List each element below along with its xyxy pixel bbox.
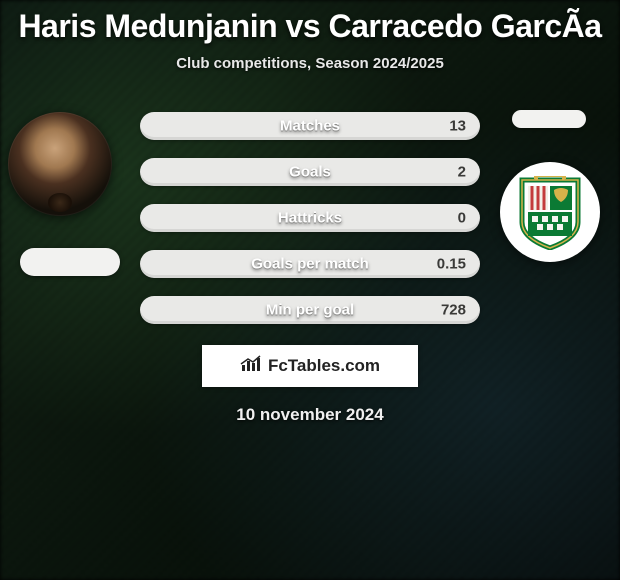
stat-label: Matches: [280, 118, 340, 135]
stat-label: Hattricks: [278, 210, 342, 227]
player-right-crest: [500, 162, 600, 262]
team-pill-left: [20, 248, 120, 276]
page-subtitle: Club competitions, Season 2024/2025: [0, 55, 620, 72]
team-pill-right: [512, 110, 586, 128]
stat-label: Goals: [289, 164, 331, 181]
branding-link[interactable]: FcTables.com: [202, 345, 418, 387]
stat-value-right: 728: [441, 302, 466, 319]
branding-text: FcTables.com: [268, 356, 380, 376]
stat-label: Min per goal: [266, 302, 354, 319]
player-left-avatar: [8, 112, 112, 216]
stat-value-right: 0.15: [437, 256, 466, 273]
stat-bar-min-per-goal: Min per goal 728: [140, 296, 480, 324]
chart-icon: [240, 355, 262, 378]
content-container: Haris Medunjanin vs Carracedo GarcÃa Clu…: [0, 0, 620, 425]
stat-bar-goals-per-match: Goals per match 0.15: [140, 250, 480, 278]
stat-bar-matches: Matches 13: [140, 112, 480, 140]
stat-value-right: 2: [458, 164, 466, 181]
stat-bar-hattricks: Hattricks 0: [140, 204, 480, 232]
date-label: 10 november 2024: [0, 405, 620, 425]
shield-icon: [518, 176, 582, 250]
stat-bar-goals: Goals 2: [140, 158, 480, 186]
comparison-stage: Matches 13 Goals 2 Hattricks 0 Goals per…: [0, 100, 620, 330]
stat-value-right: 0: [458, 210, 466, 227]
page-title: Haris Medunjanin vs Carracedo GarcÃa: [0, 8, 620, 45]
stat-value-right: 13: [449, 118, 466, 135]
stat-bars: Matches 13 Goals 2 Hattricks 0 Goals per…: [140, 112, 480, 342]
stat-label: Goals per match: [251, 256, 369, 273]
